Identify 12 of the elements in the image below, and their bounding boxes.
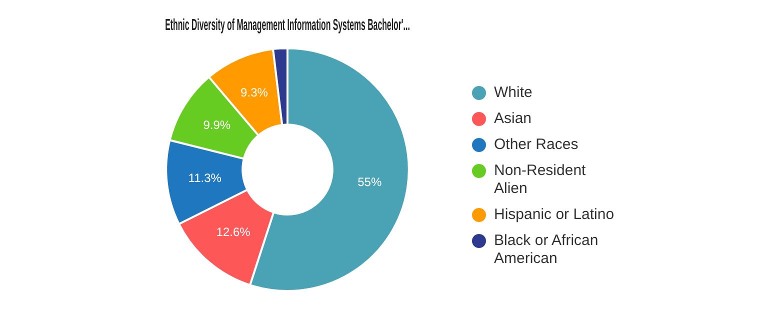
chart-title: Ethnic Diversity of Management Information Systems Bachelor'... [165,16,410,34]
data-label: 12.6% [216,224,251,239]
legend-label: Other Races [494,136,578,154]
data-label: 9.9% [203,118,231,132]
legend-label: White [494,84,532,102]
data-label: 55% [358,174,382,189]
legend-label: Non-Resident Alien [494,162,587,198]
legend-label: Asian [494,110,532,128]
data-label: 11.3% [188,171,222,186]
legend-label: Black or African American [494,232,600,268]
data-label: 9.3% [240,86,268,100]
legend-label: Hispanic or Latino [494,206,614,224]
